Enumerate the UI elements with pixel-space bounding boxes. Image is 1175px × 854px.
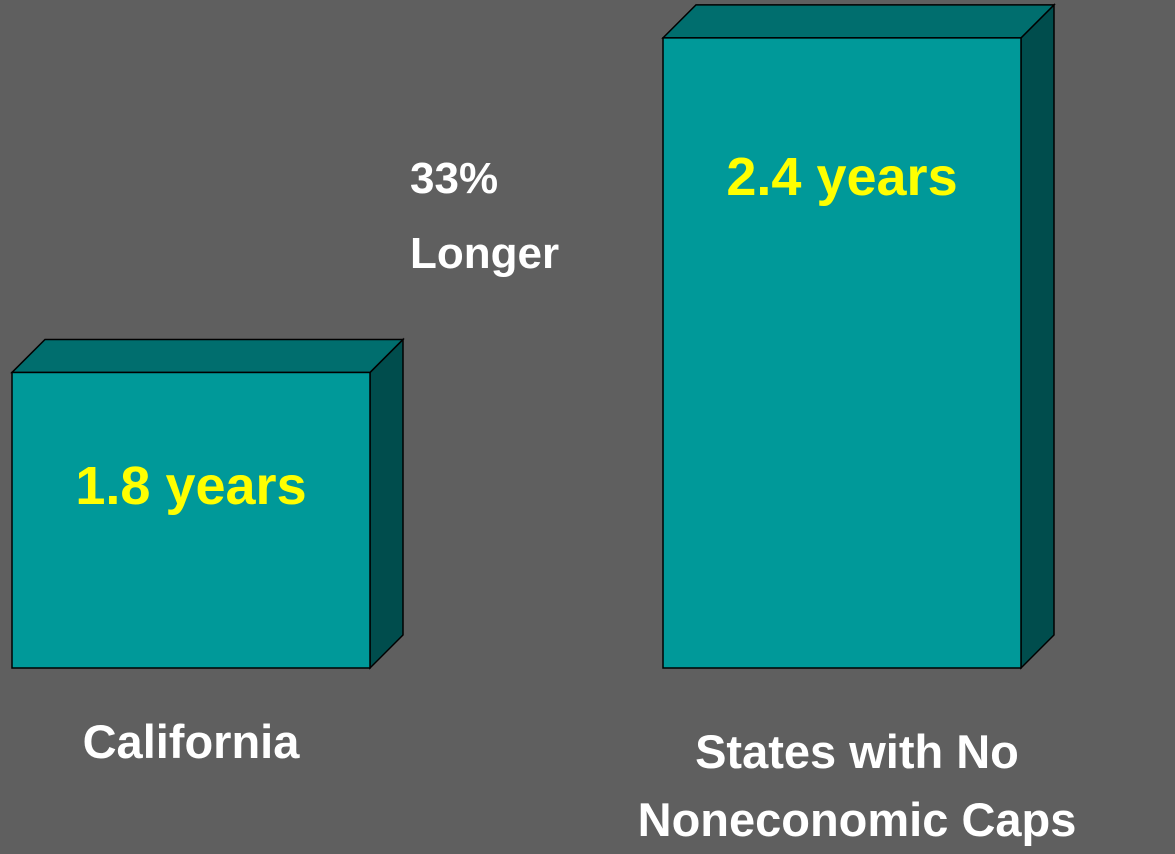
data-label: 2.4 years xyxy=(726,146,958,207)
x-tick-label: States with No Noneconomic Caps xyxy=(637,725,1077,847)
bar-top xyxy=(661,4,1056,39)
x-tick-label: California xyxy=(82,715,300,768)
bar xyxy=(661,3,1056,670)
bar xyxy=(10,337,405,670)
bar-front xyxy=(662,37,1022,669)
annotation: 33% Longer xyxy=(410,154,560,278)
bar-top xyxy=(10,338,405,374)
bar-front xyxy=(11,371,371,669)
bar-side xyxy=(1020,3,1055,670)
data-label: 1.8 years xyxy=(75,456,307,517)
